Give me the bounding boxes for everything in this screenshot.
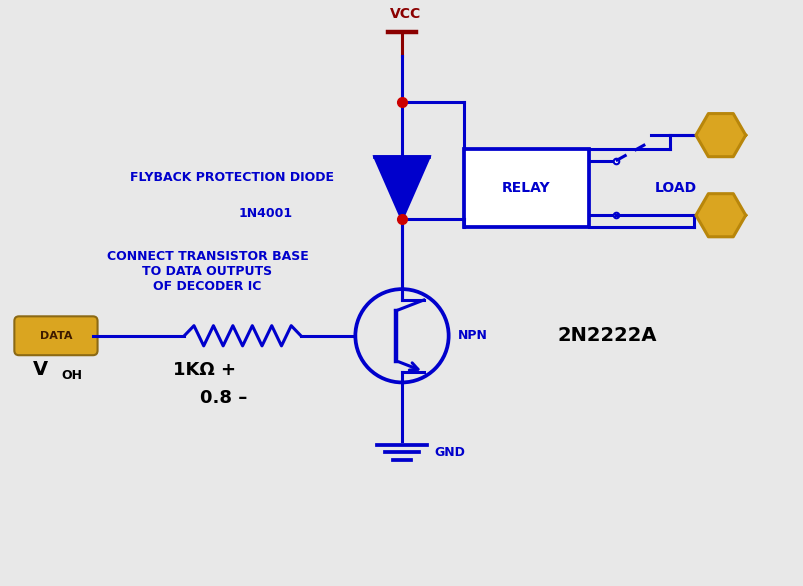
Text: 2N2222A: 2N2222A [556,326,656,345]
Polygon shape [374,157,429,219]
Text: 1N4001: 1N4001 [238,207,292,220]
Text: NPN: NPN [458,329,487,342]
Text: FLYBACK PROTECTION DIODE: FLYBACK PROTECTION DIODE [129,171,333,184]
Polygon shape [695,114,745,156]
Text: CONNECT TRANSISTOR BASE
TO DATA OUTPUTS
OF DECODER IC: CONNECT TRANSISTOR BASE TO DATA OUTPUTS … [106,250,308,293]
FancyBboxPatch shape [463,149,588,227]
Text: GND: GND [434,446,465,459]
Text: V: V [33,360,47,379]
Text: LOAD: LOAD [654,181,696,195]
Text: DATA: DATA [39,331,72,341]
FancyBboxPatch shape [14,316,97,355]
Text: 1KΩ +: 1KΩ + [173,360,235,379]
Text: OH: OH [61,369,82,383]
Text: RELAY: RELAY [502,181,550,195]
Text: VCC: VCC [389,7,421,21]
Polygon shape [695,194,745,237]
Text: 0.8 –: 0.8 – [200,389,247,407]
